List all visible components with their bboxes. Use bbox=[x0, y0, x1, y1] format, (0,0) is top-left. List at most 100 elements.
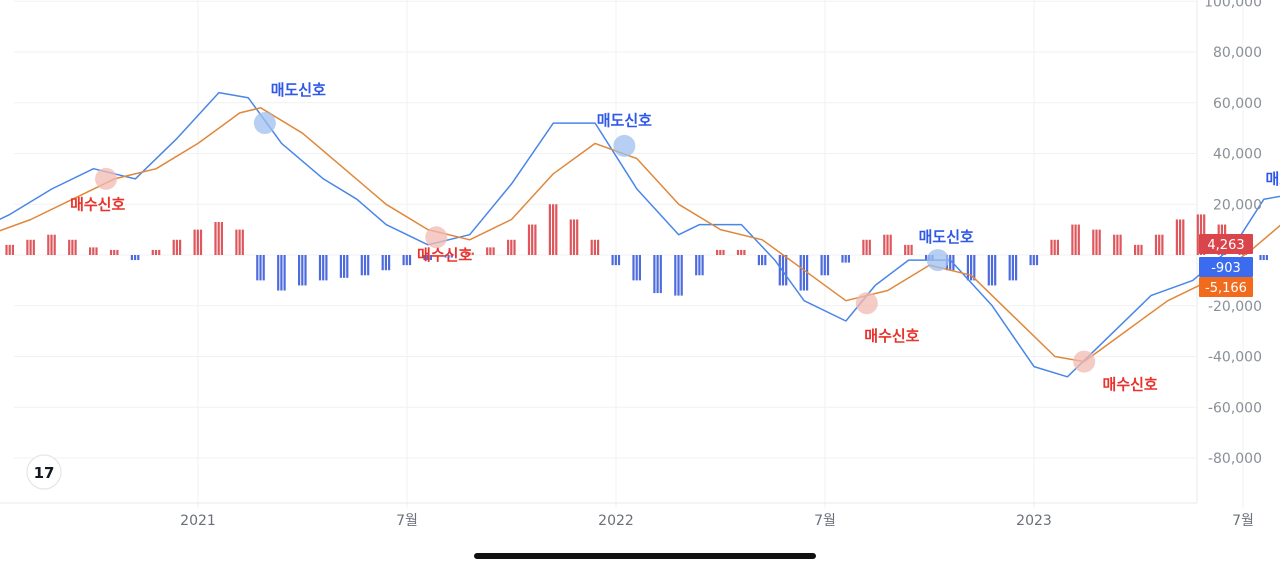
histogram-bar bbox=[277, 255, 280, 291]
value-badge-bg bbox=[1199, 257, 1253, 277]
histogram-bar bbox=[346, 255, 349, 278]
histogram-bar bbox=[1092, 229, 1095, 255]
sell-signal-marker bbox=[253, 112, 276, 135]
histogram-bar bbox=[1182, 219, 1185, 255]
histogram-bar bbox=[656, 255, 659, 294]
histogram-bar bbox=[1056, 239, 1059, 255]
histogram-bar bbox=[904, 244, 907, 255]
histogram-bar bbox=[1259, 255, 1262, 261]
histogram-bar bbox=[1179, 219, 1182, 255]
histogram-bar bbox=[973, 255, 976, 281]
histogram-bar bbox=[510, 239, 513, 255]
x-axis: 7월20217월20227월20237월20247월20257월 bbox=[180, 513, 1254, 529]
histogram-bar bbox=[614, 255, 617, 266]
histogram-bar bbox=[1095, 229, 1098, 255]
histogram-bar bbox=[241, 229, 244, 255]
histogram-bar bbox=[653, 255, 656, 294]
histogram-bar bbox=[841, 255, 844, 263]
histogram-bar bbox=[179, 239, 182, 255]
histogram-bar bbox=[889, 234, 892, 255]
histogram-bar bbox=[1134, 244, 1137, 255]
histogram-bar bbox=[757, 255, 760, 266]
buy-signal-label: 매수신호 bbox=[417, 246, 472, 264]
histogram-bar bbox=[220, 222, 223, 255]
histogram-bar bbox=[53, 234, 56, 255]
histogram-bar bbox=[862, 239, 865, 255]
sell-signal-label: 매도신호 bbox=[919, 228, 974, 246]
histogram-bar bbox=[569, 219, 572, 255]
histogram-bar bbox=[339, 255, 342, 278]
histogram-bar bbox=[907, 244, 910, 255]
histogram-bar bbox=[235, 229, 238, 255]
histogram-bar bbox=[408, 255, 412, 266]
histogram-bar bbox=[367, 255, 370, 276]
histogram-bar bbox=[405, 255, 408, 266]
histogram-bar bbox=[450, 255, 453, 258]
histogram-bar bbox=[949, 255, 952, 271]
histogram-bar bbox=[304, 255, 307, 286]
logo-circle bbox=[26, 454, 62, 490]
histogram-bar bbox=[492, 247, 495, 255]
histogram-bar bbox=[1050, 239, 1053, 255]
value-badge-bg bbox=[1199, 277, 1253, 297]
y-tick-label: -20,000 bbox=[1208, 299, 1262, 315]
histogram-bar bbox=[193, 229, 196, 255]
grid-lines bbox=[0, 0, 1244, 508]
histogram-bar bbox=[1098, 229, 1101, 255]
histogram-bar bbox=[26, 239, 29, 255]
histogram-bar bbox=[865, 239, 868, 255]
tradingview-logo[interactable]: 17 bbox=[26, 454, 62, 490]
y-tick-label: -80,000 bbox=[1208, 451, 1262, 467]
y-axis: 100,000 80,000 60,000 40,000 20,000 -20,000 -4… bbox=[1204, 0, 1262, 467]
histogram-bar bbox=[465, 252, 468, 255]
histogram-bar bbox=[659, 255, 662, 294]
histogram-bar bbox=[1140, 244, 1143, 255]
buy-signal-label: 매수신호 bbox=[70, 195, 125, 213]
histogram-bar bbox=[113, 249, 116, 255]
x-tick-label: 2021 bbox=[180, 513, 216, 529]
histogram-bar bbox=[29, 239, 32, 255]
histogram-bar bbox=[531, 224, 534, 255]
histogram-bar bbox=[1262, 255, 1265, 261]
value-badge-label: 4,263 bbox=[1207, 238, 1244, 253]
histogram-bar bbox=[1175, 219, 1178, 255]
histogram-bar bbox=[444, 255, 447, 258]
histogram-bar bbox=[761, 255, 764, 266]
histogram-bar bbox=[719, 249, 722, 255]
histogram-bar bbox=[363, 255, 367, 276]
sell-signal-label: 매도신호 bbox=[597, 112, 652, 130]
histogram-bar bbox=[1116, 234, 1119, 255]
value-badge: -5,166 bbox=[1199, 277, 1253, 297]
histogram-bar bbox=[175, 239, 178, 255]
histogram-bar bbox=[701, 255, 704, 276]
histogram-bar bbox=[151, 249, 154, 255]
histogram-bar bbox=[572, 219, 576, 255]
histogram-bar bbox=[1119, 234, 1122, 255]
y-tick-label: -60,000 bbox=[1208, 400, 1262, 416]
histogram-bar bbox=[910, 244, 913, 255]
histogram-bar bbox=[238, 229, 241, 255]
buy-signal-marker bbox=[95, 167, 118, 190]
histogram-bar bbox=[298, 255, 301, 286]
histogram-bar bbox=[820, 255, 823, 276]
buy-signal-marker bbox=[1073, 350, 1096, 373]
histogram-bar bbox=[883, 234, 886, 255]
macd-line bbox=[0, 91, 1280, 378]
histogram-bar bbox=[172, 239, 175, 255]
histogram-bar bbox=[280, 255, 283, 291]
histogram-bar bbox=[1015, 255, 1018, 281]
histogram-bar bbox=[89, 247, 92, 255]
y-tick-label: 20,000 bbox=[1213, 197, 1262, 213]
histogram-bar bbox=[611, 255, 614, 266]
x-tick-label: 7월 bbox=[1232, 513, 1254, 529]
sell-signal-marker bbox=[926, 249, 949, 272]
histogram-bar bbox=[109, 249, 113, 255]
histogram-bar bbox=[402, 255, 405, 266]
histogram-bar bbox=[722, 249, 725, 255]
x-tick-label: 2022 bbox=[598, 513, 634, 529]
histogram-bar bbox=[325, 255, 328, 281]
histogram-bar bbox=[1196, 214, 1199, 255]
histogram-bar bbox=[388, 255, 391, 271]
price-badges: 4,263 -903 -5,166 bbox=[1199, 234, 1253, 297]
